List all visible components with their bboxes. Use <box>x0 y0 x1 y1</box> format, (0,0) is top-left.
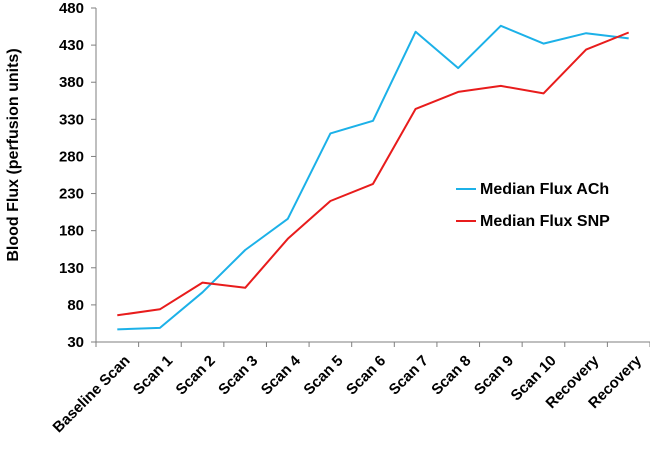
y-tick-label: 80 <box>67 297 84 314</box>
y-tick-label: 130 <box>59 260 84 277</box>
y-tick-label: 330 <box>59 111 84 128</box>
y-tick-label: 380 <box>59 74 84 91</box>
x-tick-label: Scan 6 <box>343 352 389 398</box>
x-tick-label: Scan 2 <box>173 352 219 398</box>
y-tick-label: 430 <box>59 37 84 54</box>
y-tick-label: 280 <box>59 148 84 165</box>
y-tick-label: 180 <box>59 223 84 240</box>
legend-entry: Median Flux SNP <box>480 213 610 230</box>
x-tick-label: Scan 7 <box>386 352 432 398</box>
y-tick-label: 480 <box>59 0 84 17</box>
x-tick-label: Scan 4 <box>258 352 305 399</box>
series-line-ach <box>117 24 629 331</box>
series-layer <box>117 24 630 331</box>
y-axis: 30 80 130 180 230 280 330 380 430 480 <box>59 0 97 351</box>
x-tick-label: Scan 5 <box>300 352 346 398</box>
y-axis-title: Blood Flux (perfusion units) <box>5 48 22 261</box>
x-tick-label: Baseline Scan <box>50 352 134 436</box>
x-tick-label: Scan 8 <box>428 352 474 398</box>
x-tick-label: Scan 3 <box>215 352 261 398</box>
legend-entry: Median Flux ACh <box>480 181 609 198</box>
series-line-snp <box>117 31 630 317</box>
legend: Median Flux ACh Median Flux SNP <box>456 181 610 230</box>
x-tick-label: Scan 1 <box>130 352 176 398</box>
y-tick-label: 30 <box>67 334 84 351</box>
y-tick-label: 230 <box>59 186 84 203</box>
